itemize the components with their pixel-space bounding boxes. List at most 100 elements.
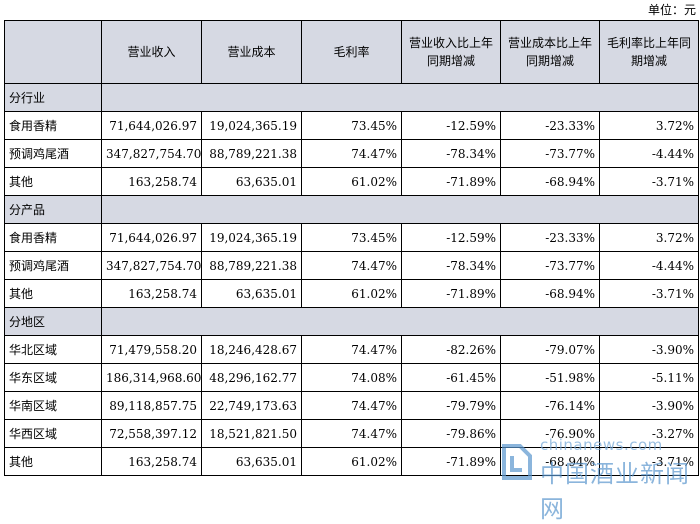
cell-revenue: 71,479,558.20 <box>101 335 202 364</box>
header-cell: 毛利率比上年同期增减 <box>599 20 699 84</box>
table-row: 华南区域 89,118,857.75 22,749,173.63 74.47% -79.… <box>4 391 699 420</box>
cell-revenue: 163,258.74 <box>101 167 202 196</box>
table-row: 华东区域 186,314,968.60 48,296,162.77 74.08% -61… <box>4 363 699 392</box>
section-fill <box>101 83 699 112</box>
cell-cost-change: -73.77% <box>500 251 600 280</box>
cell-cost-change: -68.94% <box>500 447 600 476</box>
cell-rev-change: -12.59% <box>401 111 501 140</box>
cell-margin: 61.02% <box>301 167 402 196</box>
cell-margin: 74.47% <box>301 335 402 364</box>
table-row: 食用香精 71,644,026.97 19,024,365.19 73.45% -12.… <box>4 111 699 140</box>
row-label: 其他 <box>4 279 102 308</box>
cell-margin: 74.47% <box>301 419 402 448</box>
cell-rev-change: -71.89% <box>401 279 501 308</box>
cell-revenue: 347,827,754.70 <box>101 251 202 280</box>
cell-cost-change: -23.33% <box>500 111 600 140</box>
cell-margin-change: -3.27% <box>599 419 699 448</box>
cell-rev-change: -71.89% <box>401 447 501 476</box>
cell-cost: 19,024,365.19 <box>201 223 302 252</box>
cell-rev-change: -79.79% <box>401 391 501 420</box>
cell-rev-change: -12.59% <box>401 223 501 252</box>
table-row: 其他 163,258.74 63,635.01 61.02% -71.89% -68.94… <box>4 447 699 476</box>
cell-revenue: 163,258.74 <box>101 447 202 476</box>
row-label: 华北区域 <box>4 335 102 364</box>
cell-margin: 74.08% <box>301 363 402 392</box>
cell-cost-change: -68.94% <box>500 167 600 196</box>
cell-margin-change: -5.11% <box>599 363 699 392</box>
cell-cost: 18,246,428.67 <box>201 335 302 364</box>
cell-margin: 74.47% <box>301 251 402 280</box>
cell-rev-change: -78.34% <box>401 251 501 280</box>
cell-cost-change: -51.98% <box>500 363 600 392</box>
cell-margin: 61.02% <box>301 279 402 308</box>
cell-margin: 73.45% <box>301 223 402 252</box>
row-label: 华西区域 <box>4 419 102 448</box>
row-label: 其他 <box>4 447 102 476</box>
row-label: 预调鸡尾酒 <box>4 251 102 280</box>
cell-margin: 73.45% <box>301 111 402 140</box>
cell-margin-change: -3.90% <box>599 391 699 420</box>
cell-margin: 61.02% <box>301 447 402 476</box>
row-label: 华东区域 <box>4 363 102 392</box>
cell-rev-change: -71.89% <box>401 167 501 196</box>
cell-revenue: 72,558,397.12 <box>101 419 202 448</box>
header-cell: 营业收入比上年同期增减 <box>401 20 501 84</box>
cell-margin-change: -4.44% <box>599 139 699 168</box>
cell-margin: 74.47% <box>301 139 402 168</box>
cell-margin-change: -3.71% <box>599 447 699 476</box>
unit-label: 单位：元 <box>647 3 696 17</box>
row-label: 食用香精 <box>4 223 102 252</box>
table-row: 预调鸡尾酒 347,827,754.70 88,789,221.38 74.47% -7… <box>4 251 699 280</box>
header-cell: 营业成本 <box>201 20 302 84</box>
cell-cost: 63,635.01 <box>201 279 302 308</box>
cell-cost-change: -76.14% <box>500 391 600 420</box>
cell-margin: 74.47% <box>301 391 402 420</box>
cell-margin-change: -3.90% <box>599 335 699 364</box>
header-cell <box>4 20 102 84</box>
financial-table: 营业收入 营业成本 毛利率 营业收入比上年同期增减 营业成本比上年同期增减 毛利… <box>4 20 699 476</box>
section-fill <box>101 307 699 336</box>
table-row: 其他 163,258.74 63,635.01 61.02% -71.89% -68.94… <box>4 279 699 308</box>
row-label: 华南区域 <box>4 391 102 420</box>
row-label: 其他 <box>4 167 102 196</box>
cell-revenue: 71,644,026.97 <box>101 223 202 252</box>
row-label: 食用香精 <box>4 111 102 140</box>
cell-cost: 63,635.01 <box>201 167 302 196</box>
cell-rev-change: -79.86% <box>401 419 501 448</box>
section-title: 分产品 <box>4 195 102 224</box>
cell-cost-change: -68.94% <box>500 279 600 308</box>
cell-margin-change: -3.71% <box>599 279 699 308</box>
table-row: 食用香精 71,644,026.97 19,024,365.19 73.45% -12.… <box>4 223 699 252</box>
header-cell: 毛利率 <box>301 20 402 84</box>
cell-rev-change: -61.45% <box>401 363 501 392</box>
cell-cost: 63,635.01 <box>201 447 302 476</box>
section-row: 分产品 <box>4 195 699 224</box>
section-title: 分地区 <box>4 307 102 336</box>
cell-margin-change: 3.72% <box>599 111 699 140</box>
cell-revenue: 186,314,968.60 <box>101 363 202 392</box>
header-cell: 营业收入 <box>101 20 202 84</box>
section-row: 分行业 <box>4 83 699 112</box>
cell-cost-change: -73.77% <box>500 139 600 168</box>
cell-cost: 19,024,365.19 <box>201 111 302 140</box>
cell-cost: 48,296,162.77 <box>201 363 302 392</box>
section-fill <box>101 195 699 224</box>
cell-cost: 88,789,221.38 <box>201 139 302 168</box>
table-row: 华北区域 71,479,558.20 18,246,428.67 74.47% -82.… <box>4 335 699 364</box>
cell-revenue: 89,118,857.75 <box>101 391 202 420</box>
cell-cost: 18,521,821.50 <box>201 419 302 448</box>
header-row: 营业收入 营业成本 毛利率 营业收入比上年同期增减 营业成本比上年同期增减 毛利… <box>4 20 699 84</box>
section-title: 分行业 <box>4 83 102 112</box>
cell-rev-change: -78.34% <box>401 139 501 168</box>
cell-cost-change: -79.07% <box>500 335 600 364</box>
table-row: 华西区域 72,558,397.12 18,521,821.50 74.47% -79.… <box>4 419 699 448</box>
cell-margin-change: -4.44% <box>599 251 699 280</box>
table-body: 分行业 食用香精 71,644,026.97 19,024,365.19 73.45% -… <box>4 83 699 476</box>
cell-cost: 22,749,173.63 <box>201 391 302 420</box>
cell-margin-change: 3.72% <box>599 223 699 252</box>
row-label: 预调鸡尾酒 <box>4 139 102 168</box>
table-row: 其他 163,258.74 63,635.01 61.02% -71.89% -68.94… <box>4 167 699 196</box>
cell-revenue: 163,258.74 <box>101 279 202 308</box>
section-row: 分地区 <box>4 307 699 336</box>
cell-revenue: 71,644,026.97 <box>101 111 202 140</box>
